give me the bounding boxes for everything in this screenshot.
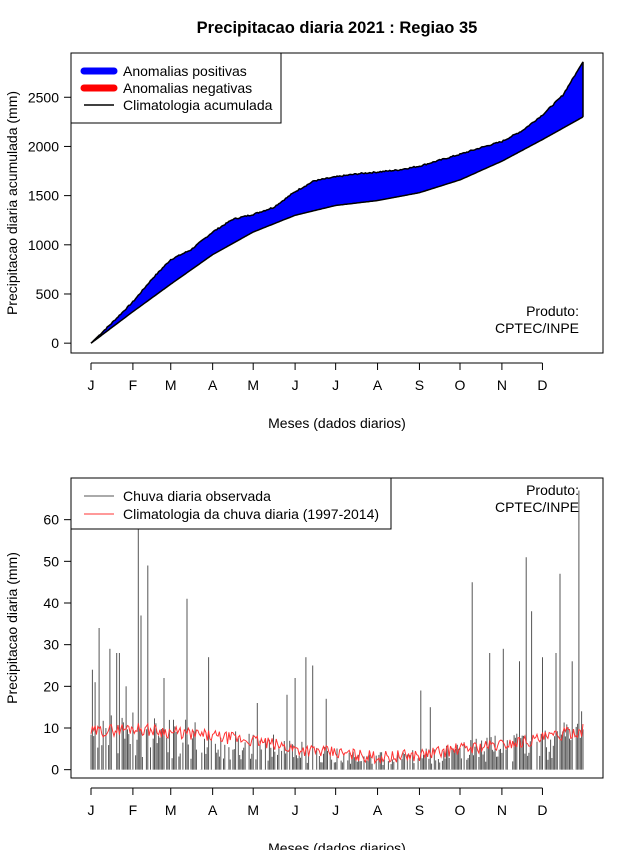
positive-anomaly-area xyxy=(91,61,583,344)
x-tick-label: N xyxy=(497,802,507,818)
legend-label: Climatologia acumulada xyxy=(123,97,273,113)
x-tick-label: A xyxy=(208,802,218,818)
x-tick-label: M xyxy=(247,377,259,393)
observed-cumulative-line xyxy=(90,61,584,344)
x-axis-label: Meses (dados diarios) xyxy=(268,840,406,850)
y-tick-label: 500 xyxy=(36,286,60,302)
legend-box xyxy=(70,477,392,530)
product-annotation: CPTEC/INPE xyxy=(495,320,579,336)
cumulative-precipitation-chart: 0 500 1000 1500 2000 2500 J F M A M J J A S O N D Meses (d… xyxy=(4,52,604,431)
y-tick-label: 1500 xyxy=(28,188,59,204)
y-tick-label: 1000 xyxy=(28,237,59,253)
legend-label: Anomalias negativas xyxy=(123,80,252,96)
x-tick-label: M xyxy=(247,802,259,818)
y-axis-label: Precipitacao diaria (mm) xyxy=(4,552,20,704)
legend-label: Chuva diaria observada xyxy=(123,488,271,504)
x-tick-label: D xyxy=(537,377,547,393)
x-tick-label: D xyxy=(537,802,547,818)
x-tick-label: J xyxy=(332,802,339,818)
y-tick-label: 0 xyxy=(51,762,59,778)
y-axis-label: Precipitacao diaria acumulada (mm) xyxy=(4,91,20,315)
x-axis-label: Meses (dados diarios) xyxy=(268,415,406,431)
x-tick-label: J xyxy=(88,802,95,818)
x-tick-label: J xyxy=(292,377,299,393)
x-tick-label: A xyxy=(373,377,383,393)
x-tick-label: A xyxy=(373,802,383,818)
y-tick-label: 30 xyxy=(43,637,59,653)
x-tick-label: O xyxy=(455,802,466,818)
product-annotation: Produto: xyxy=(526,482,579,498)
y-tick-label: 0 xyxy=(51,335,59,351)
x-tick-label: S xyxy=(415,802,424,818)
figure-title: Precipitacao diaria 2021 : Regiao 35 xyxy=(197,19,478,37)
y-tick-label: 10 xyxy=(43,720,59,736)
product-annotation: CPTEC/INPE xyxy=(495,499,579,515)
x-tick-label: S xyxy=(415,377,424,393)
x-tick-label: M xyxy=(165,802,177,818)
legend-label: Climatologia da chuva diaria (1997-2014) xyxy=(123,506,379,522)
x-tick-label: O xyxy=(455,377,466,393)
x-tick-label: M xyxy=(165,377,177,393)
y-tick-label: 40 xyxy=(43,595,59,611)
climatology-cumulative-line xyxy=(90,116,584,344)
y-tick-label: 2500 xyxy=(28,89,59,105)
climatology-daily-line xyxy=(90,722,584,765)
x-tick-label: J xyxy=(88,377,95,393)
x-tick-label: F xyxy=(129,377,138,393)
daily-precipitation-chart: 0 10 20 30 40 50 60 J F M A M J J A S O N D Meses (dados di… xyxy=(4,477,604,850)
y-tick-label: 20 xyxy=(43,678,59,694)
y-tick-label: 2000 xyxy=(28,138,59,154)
x-tick-label: J xyxy=(292,802,299,818)
plot-frame xyxy=(70,52,604,354)
x-tick-label: A xyxy=(208,377,218,393)
y-tick-label: 50 xyxy=(43,553,59,569)
legend-label: Anomalias positivas xyxy=(123,63,247,79)
x-tick-label: J xyxy=(332,377,339,393)
daily-bars xyxy=(90,490,584,770)
legend: Chuva diaria observada Climatologia da ch… xyxy=(70,477,392,530)
y-tick-label: 60 xyxy=(43,512,59,528)
x-tick-label: F xyxy=(129,802,138,818)
x-tick-label: N xyxy=(497,377,507,393)
product-annotation: Produto: xyxy=(526,303,579,319)
